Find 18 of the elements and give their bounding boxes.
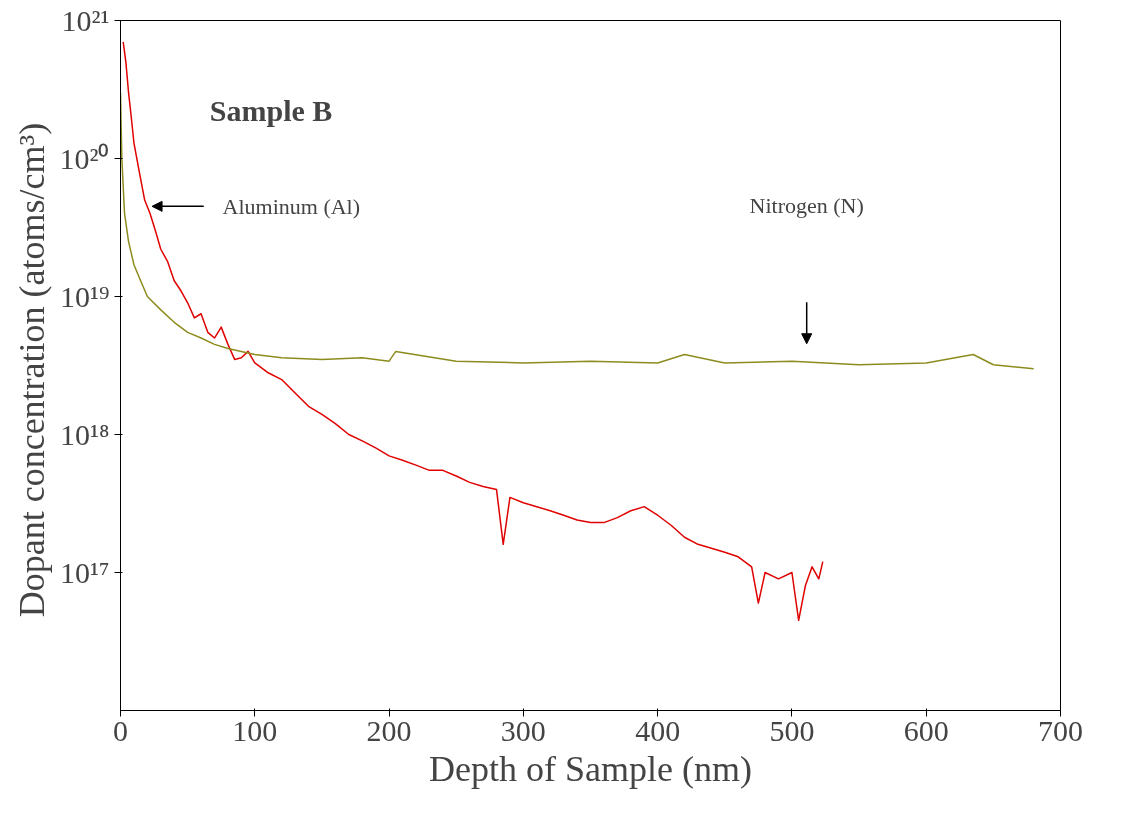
x-tick-label: 500 [769, 713, 815, 747]
x-axis-title: Depth of Sample (nm) [429, 748, 752, 789]
x-tick-label: 700 [1038, 713, 1083, 747]
x-tick-label: 400 [635, 713, 681, 747]
y-tick-label: 10¹⁹ [60, 280, 110, 313]
x-tick-label: 100 [232, 713, 278, 747]
y-tick-label: 10¹⁷ [60, 556, 110, 589]
x-tick-label: 200 [366, 713, 412, 747]
y-tick-label: 10²⁰ [59, 142, 110, 175]
y-tick-label: 10²¹ [61, 4, 110, 37]
annotation: Nitrogen (N) [749, 193, 864, 219]
annotation: Aluminum (Al) [222, 193, 361, 219]
x-tick-label: 0 [113, 713, 128, 747]
x-tick-label: 300 [500, 713, 546, 747]
x-tick-label: 600 [903, 713, 949, 747]
y-tick-label: 10¹⁸ [60, 418, 110, 451]
y-axis-title: Dopant concentration (atoms/cm³) [11, 122, 52, 618]
annotation: Sample B [209, 94, 333, 128]
